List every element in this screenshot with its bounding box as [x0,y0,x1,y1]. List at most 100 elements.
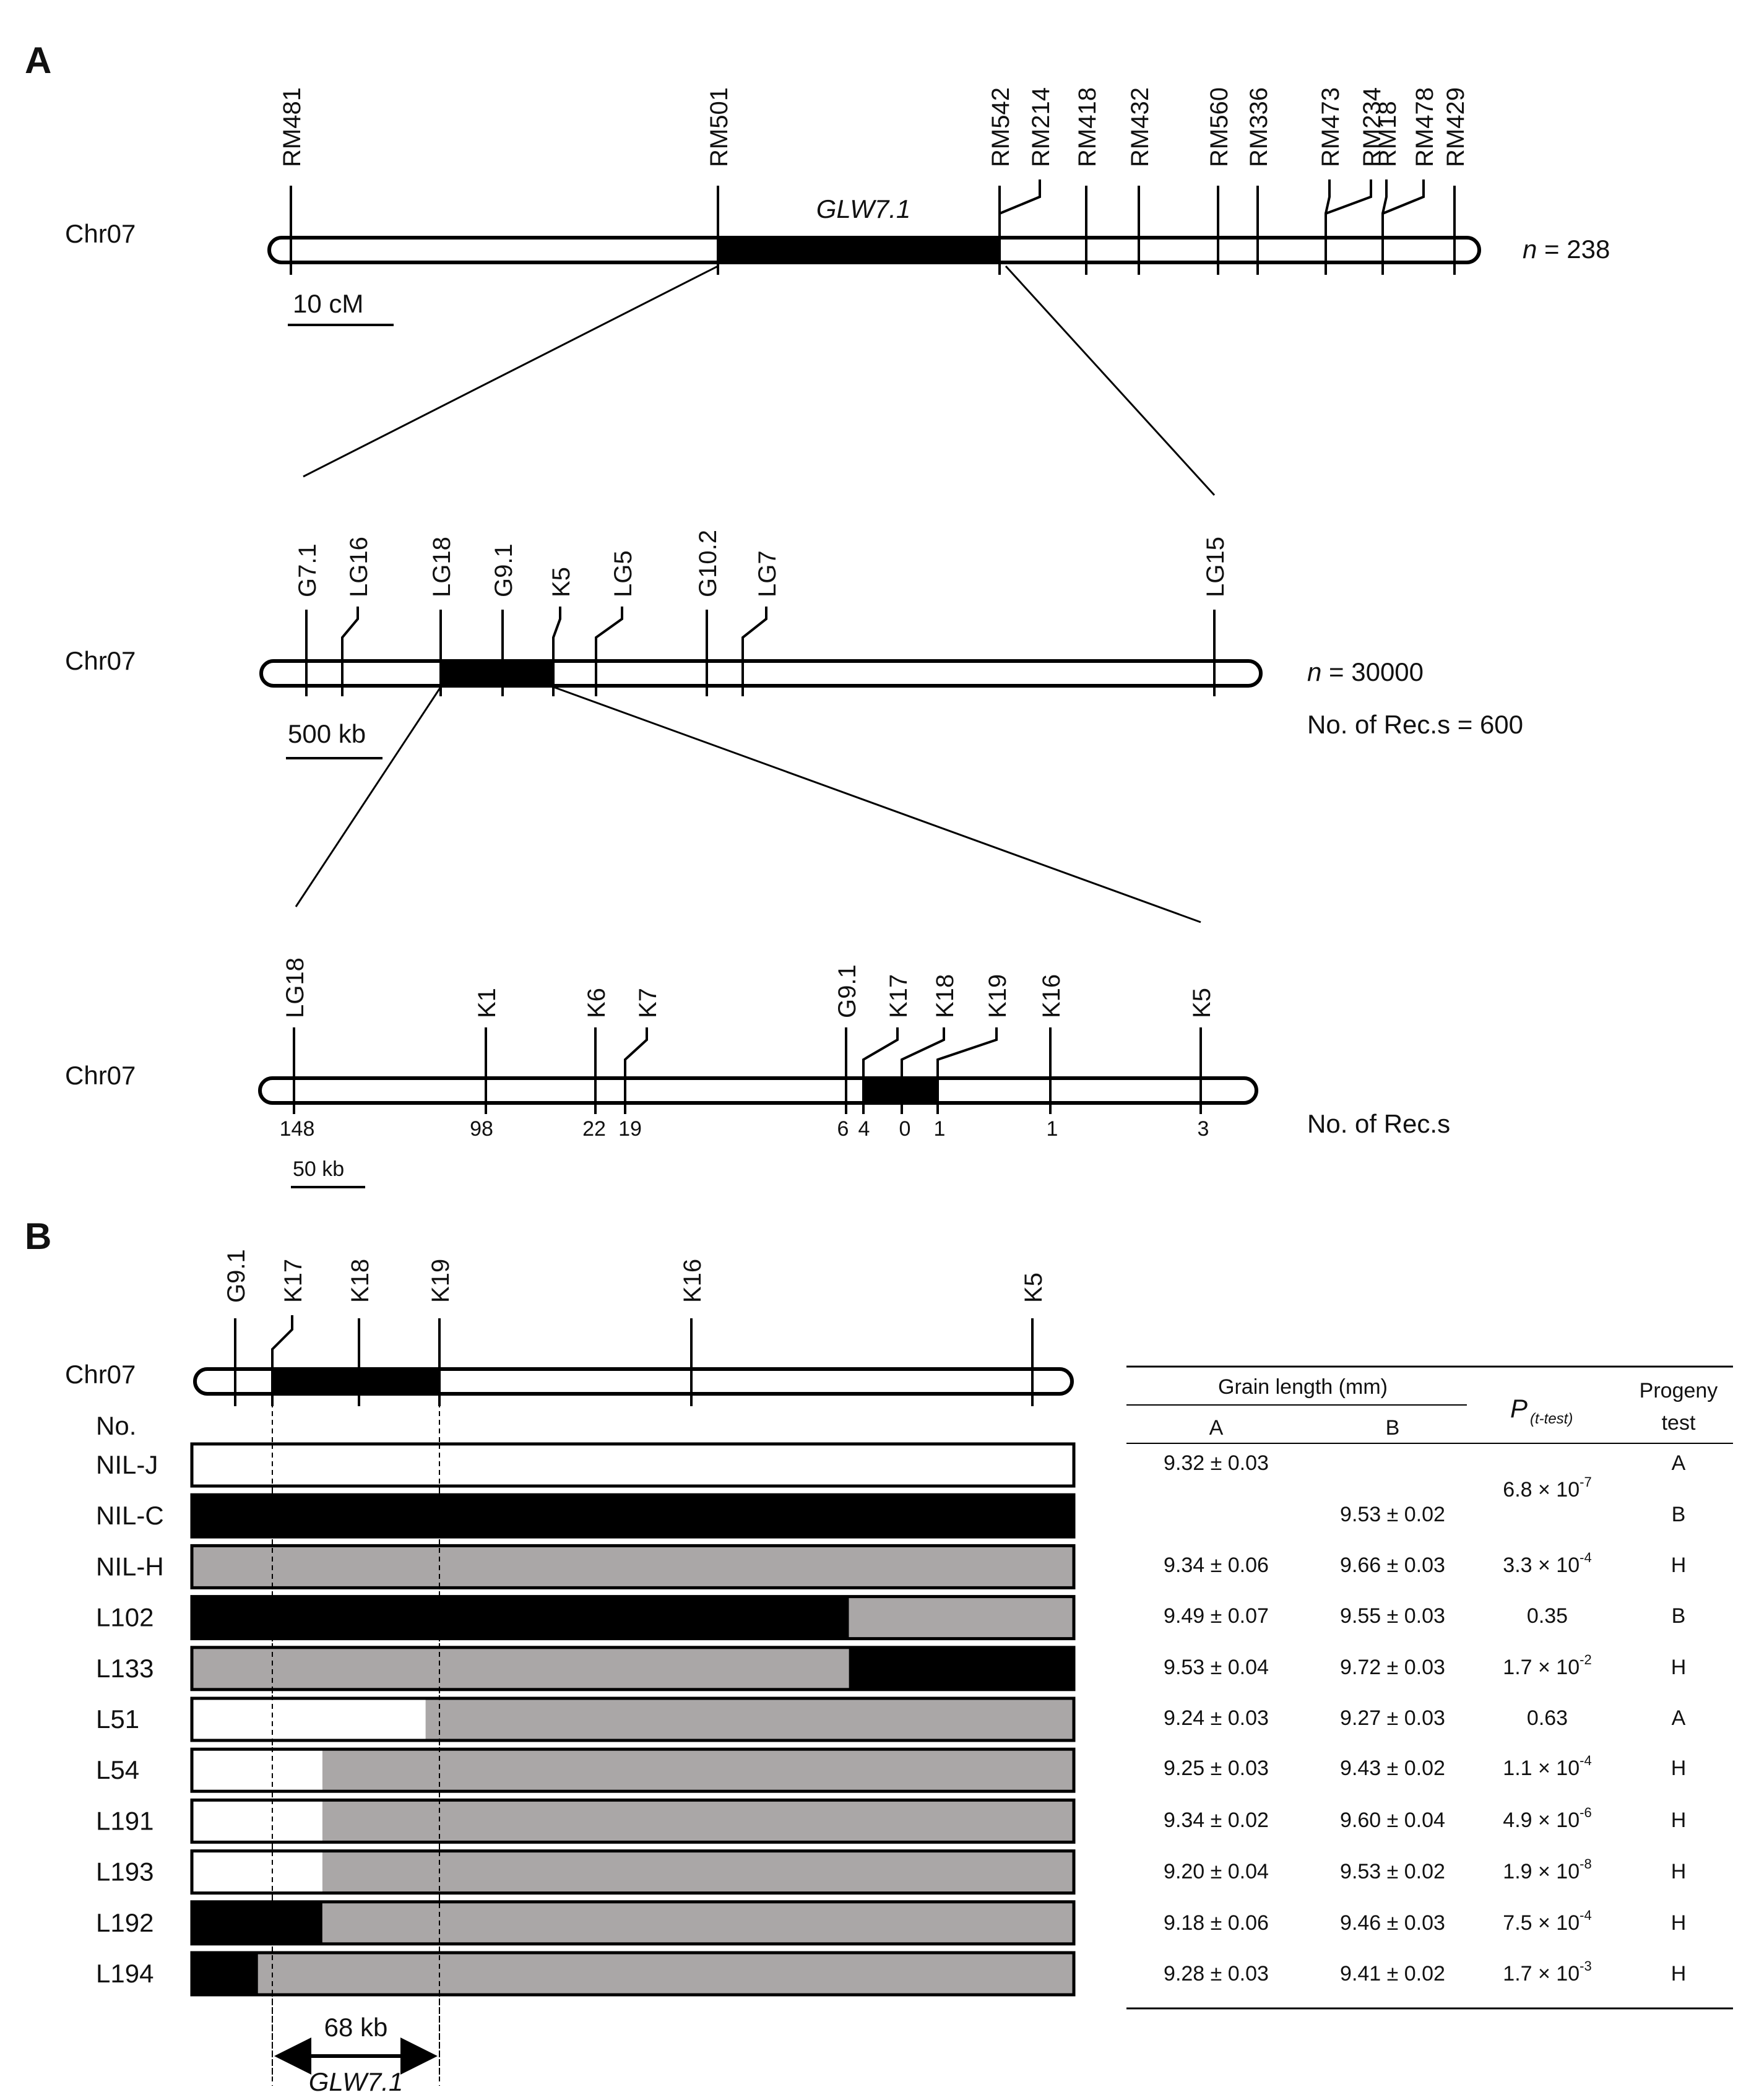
zoom-line [553,686,1201,923]
n-label-top: n = 238 [1523,235,1610,264]
genotype-segment [192,1749,322,1792]
qtl-label-top: GLW7.1 [816,194,911,223]
genotype-segment [849,1647,1074,1690]
recombinants-label-bottom: No. of Rec.s [1307,1109,1450,1138]
header-col-a: A [1209,1416,1224,1440]
genotype-segment [192,1953,258,1995]
scale-label-bottom: 50 kb [293,1157,344,1181]
p-exponent: -4 [1580,1753,1592,1768]
recombinant-count: 4 [858,1117,870,1141]
progeny-test: H [1671,1656,1687,1679]
grain-length-a: 9.25 ± 0.03 [1164,1756,1269,1780]
header-progeny: Progeny [1640,1379,1718,1402]
line-name: L133 [96,1654,153,1683]
marker-label: LG18 [428,537,456,597]
progeny-test: B [1672,1503,1686,1526]
chromosome-label-b: Chr07 [65,1360,136,1389]
recombinant-count: 1 [1047,1117,1058,1141]
marker-bent-tick [624,1027,648,1114]
p-value: 0.63 [1527,1706,1568,1730]
qtl-region-mid [441,661,553,686]
qtl-region-b [272,1369,439,1394]
marker-label: G9.1 [834,964,861,1018]
n-label-mid: n = 30000 [1307,657,1424,686]
genotype-bar [190,1493,1076,1539]
marker-label: K18 [931,974,959,1018]
p-value: 7.5 × 10-4 [1503,1908,1591,1935]
grain-length-b: 9.60 ± 0.04 [1340,1808,1445,1832]
progeny-test: A [1672,1706,1686,1730]
marker-bent-tick [552,607,561,696]
line-name: L194 [96,1959,153,1988]
n-symbol: n [1307,657,1321,686]
recombinant-count: 148 [280,1117,315,1141]
genotype-segment [192,1800,322,1843]
marker-label: RM560 [1206,87,1233,167]
marker-label: K19 [427,1259,454,1303]
grain-length-b: 9.27 ± 0.03 [1340,1706,1445,1730]
recombinant-count: 6 [837,1117,849,1141]
genotype-bar [190,1798,1076,1844]
progeny-test: H [1671,1911,1687,1935]
marker-label: G7.1 [294,543,321,597]
genotype-segment [849,1596,1074,1639]
marker-label: RM542 [987,87,1014,167]
genotype-segment [257,1953,1074,1995]
zoom-line [303,265,719,478]
grain-length-a: 9.18 ± 0.06 [1164,1911,1269,1935]
header-grain-length: Grain length (mm) [1218,1375,1388,1399]
marker-label: RM214 [1027,87,1055,167]
p-value: 3.3 × 10-4 [1503,1550,1591,1577]
scale-label-mid: 500 kb [288,719,366,748]
marker-label: RM429 [1442,87,1469,167]
genotype-segment [192,1647,849,1690]
p-exponent: -2 [1580,1652,1592,1667]
p-value: 1.9 × 10-8 [1503,1856,1591,1883]
grain-length-b: 9.53 ± 0.02 [1340,1503,1445,1526]
marker-label: K17 [885,974,912,1018]
line-name: NIL-C [96,1501,164,1530]
genotype-segment [322,1800,1074,1843]
genotype-segment [322,1749,1074,1792]
marker-label: K16 [1038,974,1065,1018]
marker-label: LG15 [1202,537,1229,597]
genotype-segment [192,1545,1074,1588]
panel-label-b: B [25,1216,51,1257]
recombinant-count: 3 [1198,1117,1209,1141]
n-symbol: n [1523,235,1537,264]
header-col-b: B [1386,1416,1400,1440]
marker-label: LG7 [754,550,781,597]
marker-bent-tick [1325,179,1372,275]
grain-length-b: 9.66 ± 0.03 [1340,1553,1445,1577]
gene-size-label: 68 kb [324,2013,388,2042]
recombinant-count: 0 [899,1117,911,1141]
genotype-bar [190,1595,1076,1641]
marker-label: G9.1 [490,543,517,597]
number-header: No. [96,1411,136,1440]
p-base: 1.1 × 10 [1503,1756,1580,1780]
line-name: NIL-H [96,1552,164,1581]
marker-label: RM336 [1245,87,1273,167]
chromosome-bar-mid [259,659,1263,688]
marker-label: K16 [679,1259,706,1303]
chromosome-label-bottom: Chr07 [65,1061,136,1090]
marker-bent-tick [1381,179,1425,275]
marker-label: K19 [984,974,1011,1018]
marker-label: RM501 [706,87,733,167]
chromosome-bar-bottom [258,1076,1258,1105]
p-exponent: -6 [1580,1805,1592,1820]
p-base: 3.3 × 10 [1503,1553,1580,1577]
marker-bent-tick [862,1027,899,1114]
genotype-segment [322,1901,1074,1944]
p-value-shared: 6.8 × 10-7 [1503,1474,1591,1502]
header-test: test [1662,1411,1696,1435]
grain-length-b: 9.43 ± 0.02 [1340,1756,1445,1780]
p-base: 0.35 [1527,1604,1568,1628]
p-value: 1.7 × 10-2 [1503,1652,1591,1679]
marker-bent-tick [936,1027,998,1114]
marker-bent-tick [595,607,623,696]
recombinant-count: 98 [470,1117,493,1141]
marker-bent-tick [901,1027,945,1114]
marker-label: RM473 [1317,87,1344,167]
chromosome-label-mid: Chr07 [65,646,136,675]
